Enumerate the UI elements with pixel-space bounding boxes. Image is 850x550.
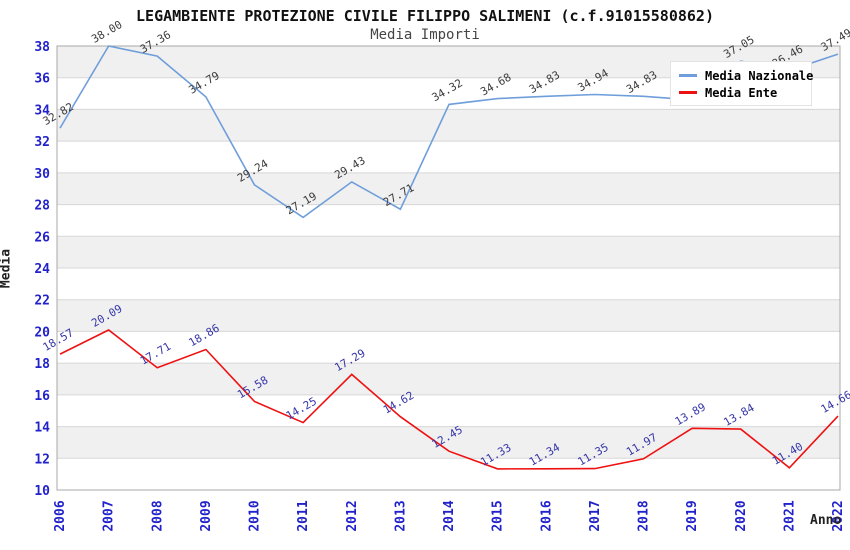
legend-swatch-ente-icon bbox=[679, 91, 697, 94]
x-tick-label: 2015 bbox=[491, 500, 506, 531]
legend-item-media-nazionale: Media Nazionale bbox=[679, 67, 814, 84]
point-label: 34.32 bbox=[430, 76, 465, 104]
y-tick-label: 26 bbox=[34, 230, 50, 245]
page-title: LEGAMBIENTE PROTEZIONE CIVILE FILIPPO SA… bbox=[136, 7, 714, 25]
y-tick-label: 36 bbox=[34, 72, 50, 87]
series-line-media-ente bbox=[59, 329, 839, 470]
x-tick-label: 2013 bbox=[393, 500, 408, 531]
x-tick-label: 2016 bbox=[539, 500, 554, 531]
y-tick-label: 34 bbox=[34, 103, 50, 118]
x-tick-label: 2020 bbox=[734, 500, 749, 531]
chart-legend: Media Nazionale Media Ente bbox=[670, 61, 814, 106]
y-tick-label: 38 bbox=[34, 40, 50, 55]
plot-band bbox=[57, 363, 840, 395]
y-tick-label: 32 bbox=[34, 135, 50, 150]
y-tick-label: 16 bbox=[34, 389, 50, 404]
legend-item-media-ente: Media Ente bbox=[679, 84, 811, 101]
x-tick-label: 2018 bbox=[637, 500, 652, 531]
x-tick-label: 2012 bbox=[345, 500, 360, 531]
page-subtitle: Media Importi bbox=[370, 27, 480, 43]
y-tick-label: 28 bbox=[34, 199, 50, 214]
point-label: 13.89 bbox=[673, 400, 708, 428]
x-tick-label: 2017 bbox=[588, 500, 603, 531]
y-tick-label: 14 bbox=[34, 421, 50, 436]
y-axis-title: Media bbox=[0, 248, 14, 289]
plot-band bbox=[57, 172, 840, 205]
x-tick-label: 2008 bbox=[150, 500, 165, 531]
y-tick-label: 24 bbox=[34, 262, 50, 277]
x-tick-label: 2009 bbox=[199, 500, 214, 531]
plot-border bbox=[56, 45, 841, 491]
plot-band bbox=[57, 236, 840, 268]
x-tick-label: 2010 bbox=[248, 500, 263, 531]
plot-band bbox=[57, 109, 840, 142]
x-tick-label: 2011 bbox=[296, 500, 311, 531]
y-tick-label: 18 bbox=[34, 357, 50, 372]
y-tick-label: 12 bbox=[34, 452, 50, 467]
y-tick-label: 10 bbox=[34, 484, 50, 499]
x-tick-label: 2006 bbox=[53, 500, 68, 531]
legend-label: Media Ente bbox=[705, 85, 778, 100]
plot-band bbox=[57, 426, 840, 459]
legend-label: Media Nazionale bbox=[705, 68, 814, 83]
point-label: 13.84 bbox=[721, 401, 757, 429]
x-tick-label: 2021 bbox=[782, 500, 797, 531]
x-tick-label: 2014 bbox=[442, 500, 457, 531]
point-label: 14.25 bbox=[284, 395, 319, 423]
y-tick-label: 22 bbox=[34, 294, 50, 309]
y-tick-label: 20 bbox=[34, 325, 50, 340]
x-tick-label: 2007 bbox=[102, 500, 117, 531]
x-tick-label: 2022 bbox=[831, 500, 846, 531]
point-label: 38.00 bbox=[89, 18, 124, 46]
x-tick-label: 2019 bbox=[685, 500, 700, 531]
legend-swatch-nazionale-icon bbox=[679, 74, 697, 77]
y-tick-label: 30 bbox=[34, 167, 50, 182]
x-axis-title: Anno bbox=[810, 513, 842, 528]
plot-band bbox=[57, 299, 840, 332]
